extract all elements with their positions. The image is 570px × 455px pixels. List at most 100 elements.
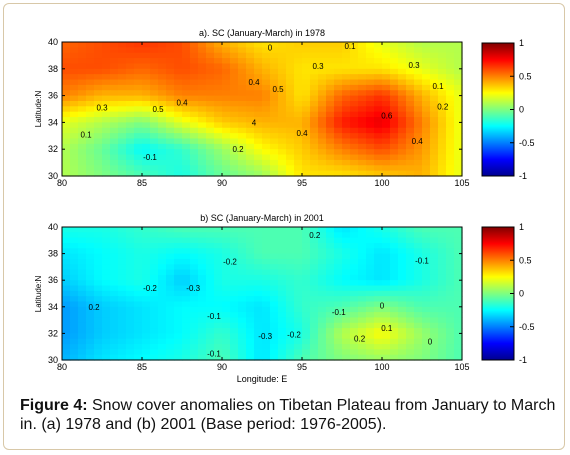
panel-b-heat-cell	[334, 354, 343, 361]
panel-b-heat-cell	[286, 354, 295, 361]
panel-a-heat-cell	[206, 79, 215, 86]
panel-b-heat-cell	[310, 280, 319, 287]
panel-b-heat-cell	[270, 242, 279, 249]
panel-a-heat-cell	[270, 79, 279, 86]
panel-b-heat-cell	[62, 274, 71, 281]
panel-b-heat-cell	[238, 306, 247, 313]
panel-b-heat-cell	[358, 306, 367, 313]
panel-b-heat-cell	[286, 232, 295, 239]
panel-b-heat-cell	[254, 338, 263, 345]
panel-a-heat-cell	[158, 165, 167, 172]
panel-a-heat-cell	[206, 143, 215, 150]
panel-b-heat-cell	[134, 237, 143, 244]
panel-b-heat-cell	[222, 269, 231, 276]
panel-a-heat-cell	[190, 79, 199, 86]
panel-b-heat-cell	[302, 333, 311, 340]
panel-b-heat-cell	[438, 253, 447, 260]
panel-b-heat-cell	[358, 237, 367, 244]
panel-b-heat-cell	[62, 285, 71, 292]
panel-b-heat-cell	[414, 349, 423, 356]
panel-b-heat-cell	[294, 349, 303, 356]
panel-a-heat-cell	[270, 170, 279, 177]
panel-a-heat-cell	[270, 133, 279, 140]
panel-a-heat-cell	[318, 106, 327, 113]
panel-a-heat-cell	[382, 63, 391, 70]
panel-a-heat-cell	[294, 84, 303, 91]
panel-a-heat-cell	[174, 117, 183, 123]
panel-a-heat-cell	[86, 42, 95, 48]
panel-a-heat-cell	[406, 149, 415, 156]
panel-b-heat-cell	[438, 280, 447, 287]
panel-b-heat-cell	[302, 232, 311, 239]
panel-a-heat-cell	[134, 165, 143, 172]
panel-a-heat-cell	[142, 111, 151, 118]
panel-a-heat-cell	[390, 170, 399, 177]
panel-a-heat-cell	[398, 52, 407, 59]
panel-b-heat-cell	[150, 296, 159, 303]
panel-a-heat-cell	[166, 84, 175, 91]
panel-b-heat-cell	[198, 344, 207, 350]
panel-b-heat-cell	[78, 349, 87, 356]
panel-b-heat-cell	[382, 322, 391, 329]
panel-b-heat-cell	[262, 328, 271, 334]
panel-a-heat-cell	[150, 170, 159, 177]
panel-b-heat-cell	[102, 306, 111, 313]
panel-a-heat-cell	[222, 149, 231, 156]
panel-b-heat-cell	[310, 253, 319, 260]
panel-b-heat-cell	[150, 242, 159, 249]
panel-b-heat-cell	[318, 285, 327, 292]
panel-b-heat-cell	[206, 253, 215, 260]
panel-a-heat-cell	[454, 52, 463, 59]
panel-a-heat-cell	[382, 42, 391, 48]
panel-a-heat-cell	[222, 100, 231, 107]
panel-a-heat-cell	[182, 165, 191, 172]
panel-a-heat-cell	[206, 100, 215, 107]
panel-b-heat-cell	[182, 296, 191, 303]
panel-a-heat-cell	[142, 100, 151, 107]
panel-b-heat-cell	[126, 253, 135, 260]
panel-b-heat-cell	[158, 312, 167, 319]
panel-a-heat-cell	[262, 52, 271, 59]
panel-b-heat-cell	[86, 274, 95, 281]
panel-a-heat-cell	[182, 138, 191, 145]
panel-b-heat-cell	[422, 312, 431, 319]
panel-b-heat-cell	[126, 258, 135, 265]
panel-b-heat-cell	[350, 280, 359, 287]
panel-b-heat-cell	[70, 290, 79, 297]
panel-b-heat-cell	[142, 301, 151, 308]
panel-b-heat-cell	[214, 328, 223, 334]
panel-a-heat-cell	[102, 143, 111, 150]
panel-b-heat-cell	[238, 296, 247, 303]
panel-b-heat-cell	[78, 232, 87, 239]
panel-b-heat-cell	[358, 264, 367, 271]
panel-b-heat-cell	[438, 301, 447, 308]
panel-b-heat-cell	[390, 312, 399, 319]
panel-a-heat-cell	[222, 68, 231, 75]
panel-b-heat-cell	[134, 253, 143, 260]
panel-b-heat-cell	[438, 290, 447, 297]
panel-b-heat-cell	[342, 280, 351, 287]
panel-a-heat-cell	[278, 138, 287, 145]
panel-a-heat-cell	[118, 58, 127, 65]
panel-a-heat-cell	[150, 63, 159, 70]
panel-b-heat-cell	[342, 253, 351, 260]
panel-a-heat-cell	[302, 133, 311, 140]
panel-b-heat-cell	[134, 322, 143, 329]
panel-b-heat-cell	[302, 312, 311, 319]
panel-a-heat-cell	[230, 170, 239, 177]
panel-a-heat-cell	[270, 95, 279, 102]
panel-b-heat-cell	[214, 280, 223, 287]
panel-a-heat-cell	[406, 122, 415, 129]
panel-a-heat-cell	[310, 154, 319, 161]
panel-a-heat-cell	[222, 127, 231, 134]
panel-a-heat-cell	[374, 106, 383, 113]
panel-a-heat-cell	[334, 111, 343, 118]
panel-b-heat-cell	[366, 338, 375, 345]
panel-a-heat-cell	[174, 79, 183, 86]
panel-a-heat-cell	[78, 117, 87, 123]
panel-b-heat-cell	[110, 285, 119, 292]
panel-b-heat-cell	[382, 248, 391, 255]
panel-b-heat-cell	[254, 317, 263, 324]
panel-b-heat-cell	[246, 312, 255, 319]
panel-a-heat-cell	[422, 149, 431, 156]
